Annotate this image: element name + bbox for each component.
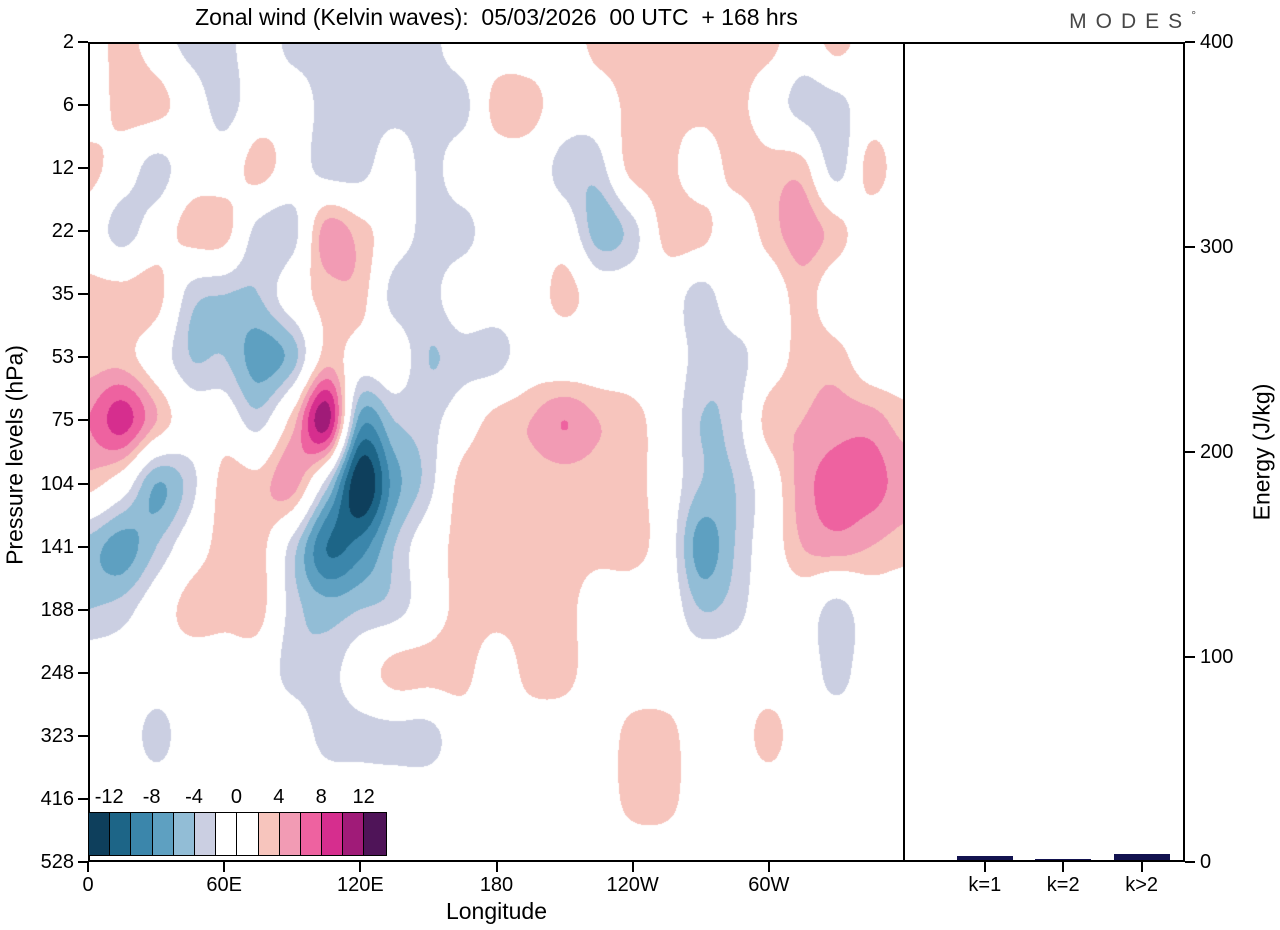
legend-cell <box>216 813 238 855</box>
energy-bar <box>1113 854 1170 860</box>
k-tick-label: k=1 <box>968 874 1002 896</box>
longitude-tick <box>767 862 770 872</box>
energy-tick <box>1185 41 1195 43</box>
legend-cell <box>110 813 132 855</box>
legend-cell <box>300 813 323 855</box>
longitude-tick-label: 120E <box>336 874 384 896</box>
pressure-tick-label: 416 <box>40 787 74 810</box>
energy-tick-label: 300 <box>1200 236 1234 258</box>
energy-tick <box>1185 451 1195 453</box>
energy-panel-box <box>905 42 1185 862</box>
legend-cell <box>279 813 301 855</box>
legend-cell <box>152 813 174 855</box>
longitude-tick-label: 120W <box>606 874 659 896</box>
pressure-tick-label: 53 <box>51 346 74 369</box>
longitude-tick-label: 180 <box>479 874 514 896</box>
pressure-tick-label: 35 <box>51 283 74 306</box>
pressure-tick-label: 528 <box>40 851 74 873</box>
k-tick <box>1062 862 1065 872</box>
legend-label: 8 <box>315 786 327 808</box>
longitude-tick-label: 60E <box>206 874 242 896</box>
pressure-tick <box>78 671 88 674</box>
pressure-tick <box>78 734 88 737</box>
longitude-axis-label: Longitude <box>445 898 548 924</box>
modes-logo: MODES° <box>1069 8 1196 34</box>
pressure-tick-label: 22 <box>51 220 74 243</box>
legend-cell <box>343 813 365 855</box>
pressure-tick-label: 6 <box>62 94 74 117</box>
plot-title: Zonal wind (Kelvin waves): 05/03/2026 00… <box>195 4 798 30</box>
energy-tick-label: 100 <box>1200 646 1234 668</box>
legend-cell <box>89 813 111 855</box>
pressure-tick <box>78 608 88 611</box>
energy-bar <box>1035 859 1092 860</box>
pressure-tick <box>78 41 88 43</box>
pressure-tick <box>78 293 88 296</box>
pressure-tick <box>78 230 88 233</box>
longitude-tick-label: 60W <box>748 874 790 896</box>
pressure-tick <box>78 104 88 107</box>
longitude-tick <box>87 862 89 872</box>
pressure-tick <box>78 545 88 548</box>
main-plot-box <box>88 42 905 862</box>
longitude-tick <box>495 862 498 872</box>
pressure-tick-label: 248 <box>40 661 74 684</box>
pressure-tick <box>78 356 88 359</box>
legend-label: -8 <box>142 786 161 808</box>
energy-tick-label: 400 <box>1200 31 1234 53</box>
legend-cell <box>237 813 259 855</box>
pressure-tick-label: 188 <box>40 598 74 621</box>
energy-tick <box>1185 656 1195 658</box>
pressure-tick <box>78 861 88 863</box>
pressure-tick <box>78 797 88 800</box>
contour-field-canvas <box>88 42 905 862</box>
k-tick <box>983 862 986 872</box>
legend-label: 12 <box>352 786 375 808</box>
energy-tick-label: 0 <box>1200 851 1212 873</box>
legend-label: -4 <box>185 786 203 808</box>
k-tick <box>1140 862 1143 872</box>
pressure-tick-label: 75 <box>51 409 74 432</box>
legend-cell <box>364 813 386 855</box>
legend-cell <box>194 813 217 855</box>
legend-cell <box>131 813 153 855</box>
longitude-tick <box>359 862 362 872</box>
pressure-tick-label: 323 <box>40 724 74 747</box>
legend-cell <box>258 813 280 855</box>
energy-tick <box>1185 246 1195 248</box>
pressure-axis-label: Pressure levels (hPa) <box>1 345 28 565</box>
pressure-tick-label: 12 <box>51 157 74 180</box>
modes-logo-degree-icon: ° <box>1191 8 1196 22</box>
longitude-tick <box>223 862 226 872</box>
pressure-tick <box>78 419 88 422</box>
k-tick-label: k>2 <box>1125 874 1158 896</box>
pressure-tick <box>78 482 88 485</box>
modes-logo-text: MODES <box>1069 10 1192 33</box>
pressure-tick-label: 141 <box>40 535 74 558</box>
legend-cell <box>173 813 195 855</box>
legend-label: -12 <box>94 786 124 808</box>
legend-label: 0 <box>230 786 242 808</box>
energy-tick <box>1185 861 1195 863</box>
legend-label: 4 <box>273 786 285 808</box>
k-tick-label: k=2 <box>1046 874 1080 896</box>
energy-tick-label: 200 <box>1200 441 1234 463</box>
legend-cell <box>322 813 344 855</box>
energy-bar <box>956 856 1013 860</box>
colorbar-legend <box>88 812 387 856</box>
pressure-tick-label: 104 <box>40 472 74 495</box>
longitude-tick <box>631 862 634 872</box>
pressure-tick <box>78 167 88 170</box>
longitude-tick-label: 0 <box>82 874 94 896</box>
pressure-tick-label: 2 <box>62 31 74 53</box>
